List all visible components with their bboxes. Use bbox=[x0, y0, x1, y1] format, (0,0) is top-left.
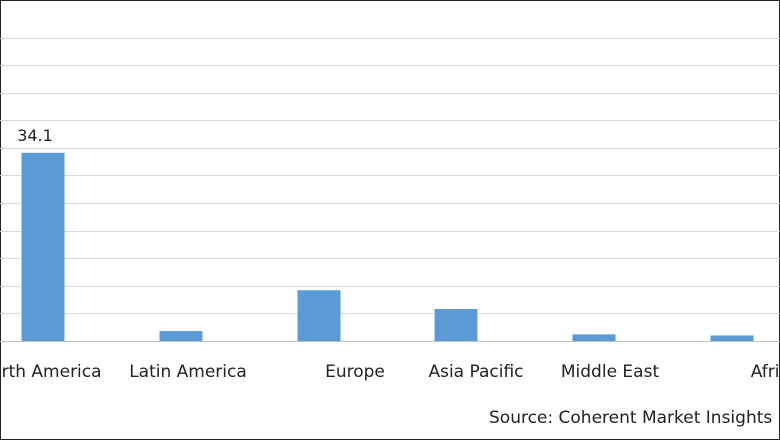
category-label: North America bbox=[0, 362, 102, 382]
bar-africa bbox=[710, 335, 754, 341]
category-label: Middle East bbox=[561, 362, 660, 382]
data-labels: 34.1 bbox=[17, 126, 53, 145]
bars bbox=[21, 152, 754, 341]
bar-middle-east bbox=[572, 334, 616, 341]
bar-europe bbox=[297, 290, 341, 341]
category-label: Europe bbox=[325, 362, 385, 382]
category-labels: North America Latin America Europe Asia Pac… bbox=[0, 362, 780, 382]
bar-latin-america bbox=[159, 331, 203, 341]
category-label: Asia Pacific bbox=[428, 362, 523, 382]
category-label: Africa bbox=[751, 362, 780, 382]
category-label: Latin America bbox=[129, 362, 247, 382]
data-label: 34.1 bbox=[17, 126, 53, 145]
bar-north-america bbox=[21, 152, 65, 341]
bar-asia-pacific bbox=[434, 308, 478, 341]
source-note: Source: Coherent Market Insights bbox=[489, 408, 773, 428]
gridlines bbox=[0, 38, 780, 342]
